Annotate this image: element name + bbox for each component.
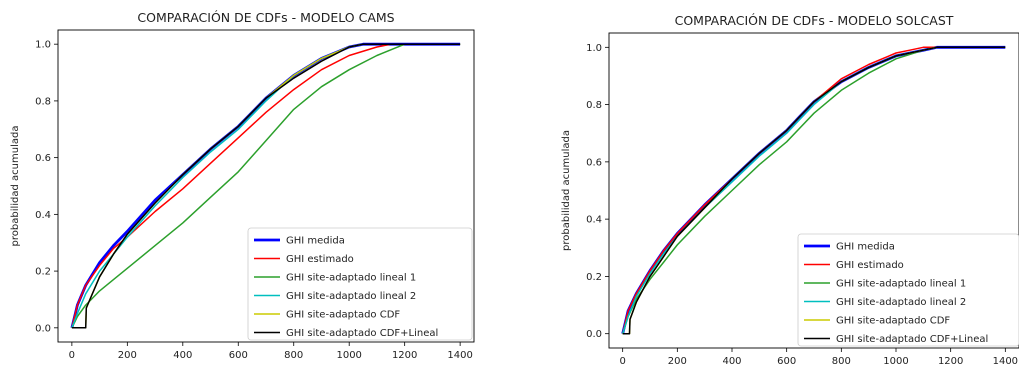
y-tick-label: 0.2 xyxy=(35,267,51,278)
chart-title: COMPARACIÓN DE CDFs - MODELO CAMS xyxy=(137,10,394,25)
series-line-6 xyxy=(622,46,1006,335)
x-tick-label: 1400 xyxy=(447,350,472,361)
y-tick-label: 1.0 xyxy=(35,40,51,51)
legend-label: GHI site-adaptado lineal 2 xyxy=(836,297,966,308)
x-tick-label: 0 xyxy=(69,350,75,361)
x-tick-label: 600 xyxy=(777,356,796,367)
x-tick-label: 1400 xyxy=(993,356,1018,367)
x-tick-label: 800 xyxy=(832,356,851,367)
series-line-6 xyxy=(71,43,461,329)
legend-label: GHI medida xyxy=(836,242,895,253)
chart-panel-2: 0 200 400 600 800 1000 1200 1400 0.0 0.2 0.4 0.6 0.8… xyxy=(561,13,1019,367)
x-tick-label: 200 xyxy=(668,356,687,367)
legend-label: GHI estimado xyxy=(286,254,354,265)
legend-label: GHI medida xyxy=(286,236,345,247)
legend-label: GHI estimado xyxy=(836,260,904,271)
y-tick-label: 0.6 xyxy=(586,157,602,168)
series-line-3 xyxy=(71,43,461,329)
legend-label: GHI site-adaptado lineal 1 xyxy=(286,273,416,284)
legend-box xyxy=(797,233,1019,347)
y-axis-label: probabilidad acumulada xyxy=(10,126,21,247)
legend-label: GHI site-adaptado lineal 1 xyxy=(836,279,966,290)
series-group xyxy=(70,42,461,329)
legend: GHI medida GHI estimado GHI site-adaptado … xyxy=(797,233,1019,347)
series-line-2 xyxy=(71,43,461,328)
x-tick-label: 0 xyxy=(619,356,625,367)
x-tick-label: 200 xyxy=(118,350,137,361)
x-tick-label: 400 xyxy=(722,356,741,367)
series-group xyxy=(621,45,1006,335)
x-tick-label: 600 xyxy=(229,350,248,361)
chart-title: COMPARACIÓN DE CDFs - MODELO SOLCAST xyxy=(675,13,954,28)
y-tick-label: 1.0 xyxy=(586,43,602,54)
legend-box xyxy=(247,227,473,341)
chart-panel-1: 0 200 400 600 800 1000 1200 1400 0.0 0.2 0.4 0.6 0.8… xyxy=(10,10,475,361)
y-tick-label: 0.6 xyxy=(35,153,51,164)
x-tick-label: 1200 xyxy=(392,350,417,361)
legend: GHI medida GHI estimado GHI site-adaptado … xyxy=(247,227,473,341)
legend-label: GHI site-adaptado lineal 2 xyxy=(286,291,416,302)
y-tick-label: 0.4 xyxy=(586,215,602,226)
legend-label: GHI site-adaptado CDF xyxy=(286,310,400,321)
y-axis-label: probabilidad acumulada xyxy=(561,130,572,251)
y-tick-label: 0.2 xyxy=(586,272,602,283)
y-tick-label: 0.8 xyxy=(586,100,602,111)
x-tick-label: 1200 xyxy=(938,356,963,367)
x-tick-label: 800 xyxy=(284,350,303,361)
x-tick-label: 1000 xyxy=(336,350,361,361)
legend-label: GHI site-adaptado CDF xyxy=(836,316,950,327)
x-tick-label: 1000 xyxy=(883,356,908,367)
legend-label: GHI site-adaptado CDF+Lineal xyxy=(836,334,988,345)
x-tick-label: 400 xyxy=(173,350,192,361)
y-tick-label: 0.4 xyxy=(35,210,51,221)
y-tick-label: 0.0 xyxy=(586,329,602,340)
y-tick-label: 0.0 xyxy=(35,323,51,334)
y-tick-label: 0.8 xyxy=(35,96,51,107)
legend-label: GHI site-adaptado CDF+Lineal xyxy=(286,328,438,339)
